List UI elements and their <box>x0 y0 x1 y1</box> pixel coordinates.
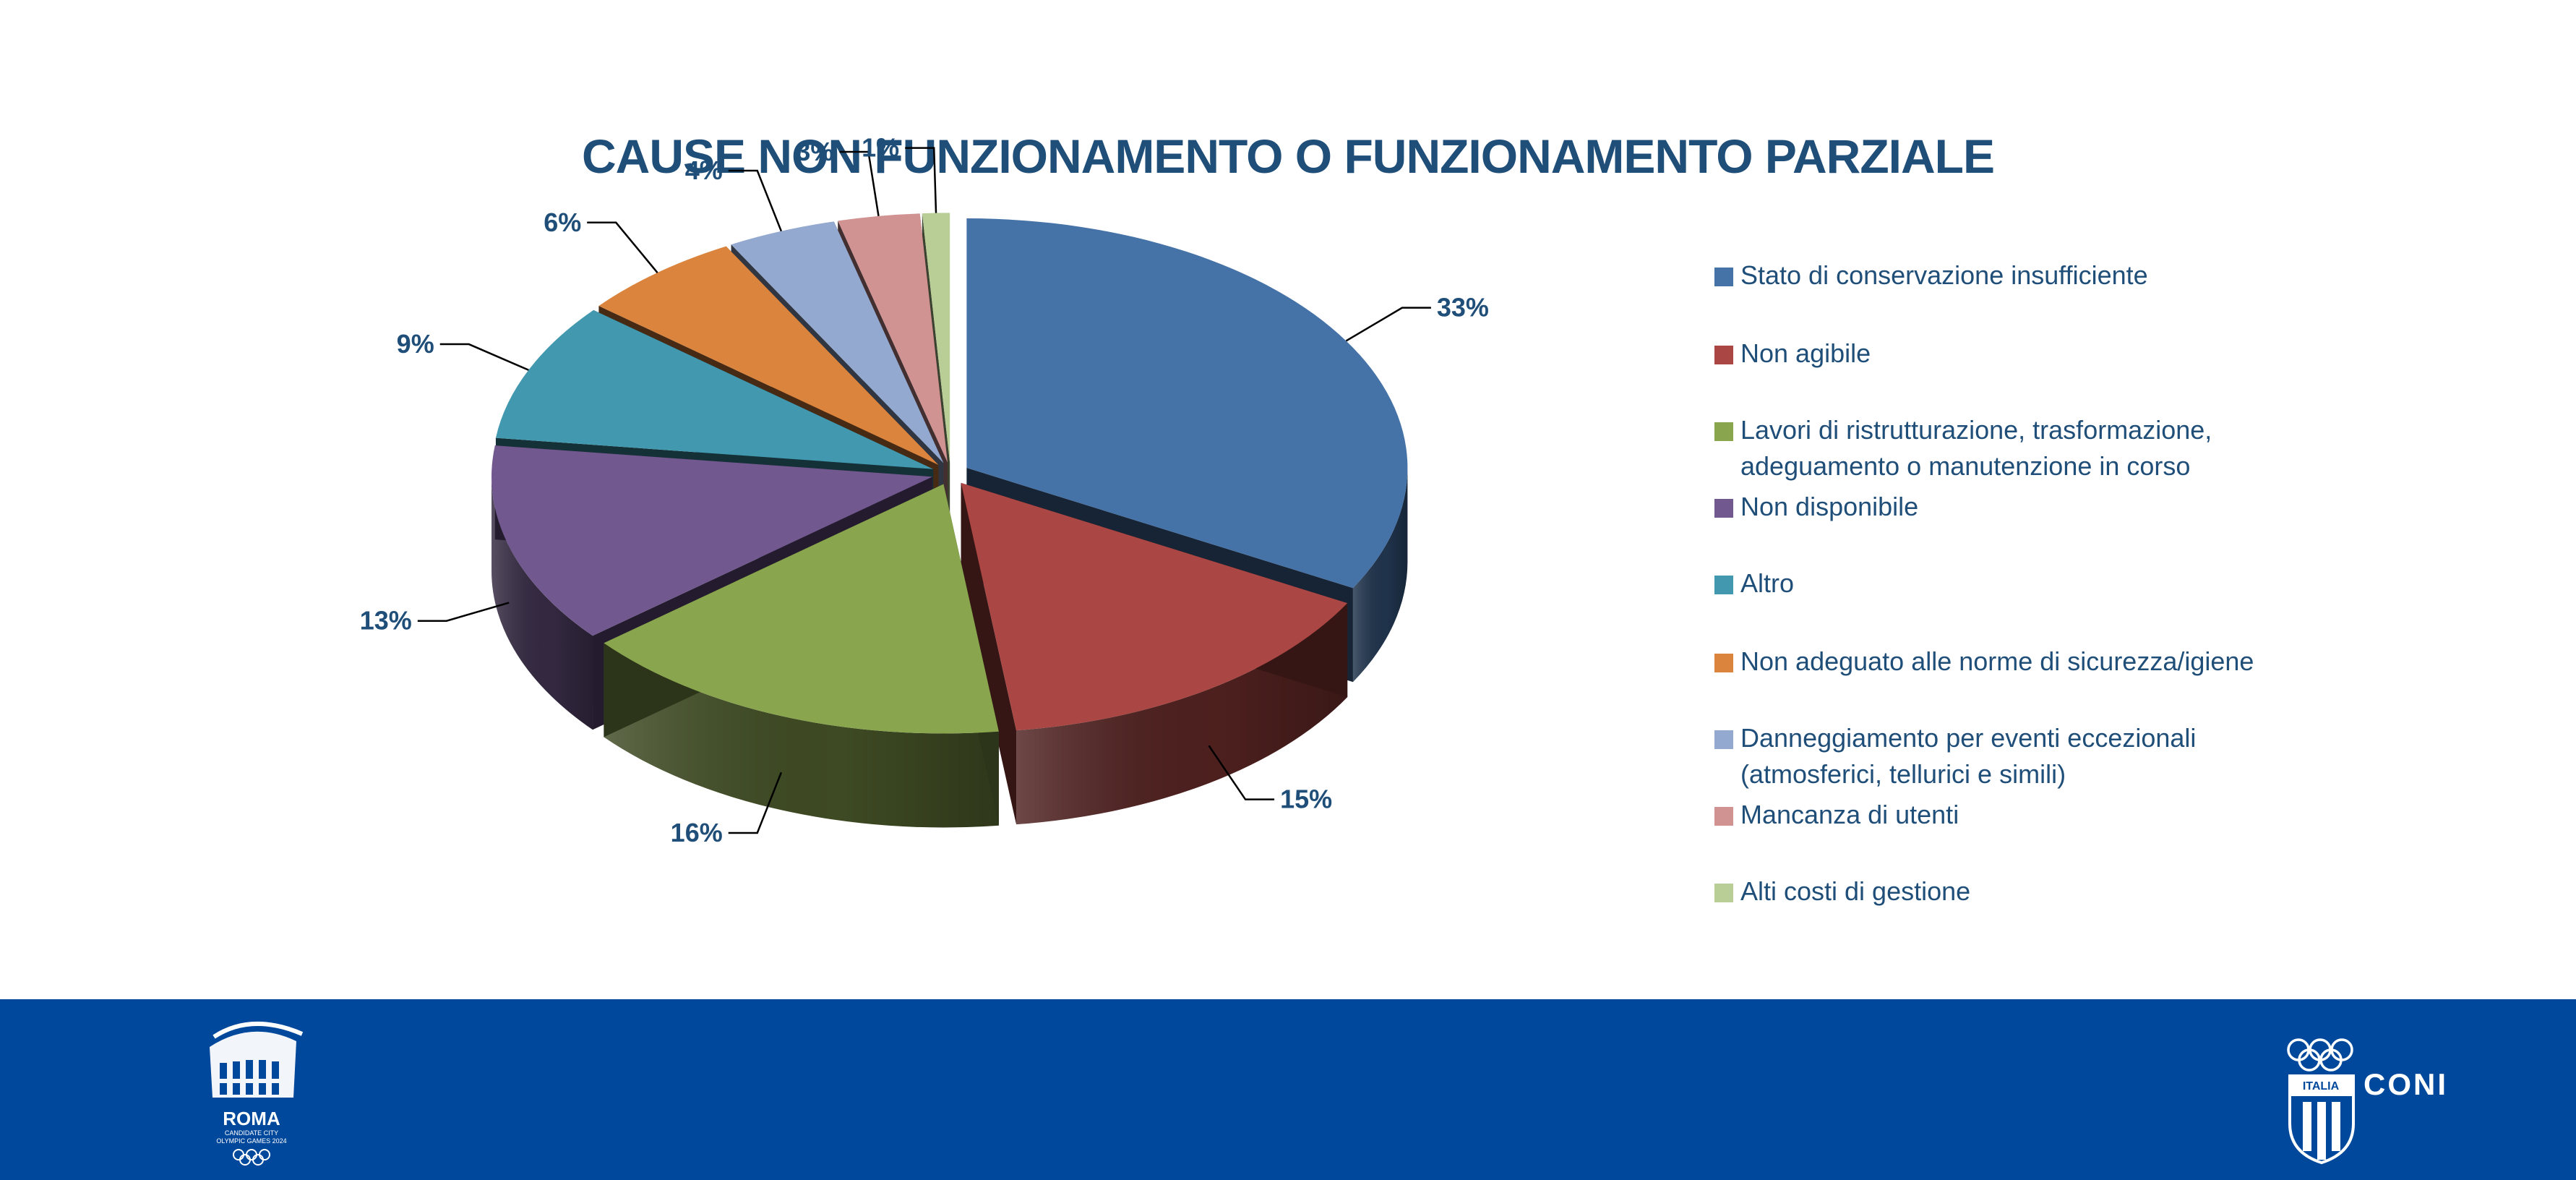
colosseum-icon <box>210 1022 304 1098</box>
legend-label-line: Non adeguato alle norme di sicurezza/igi… <box>1740 646 2254 676</box>
pie-slice-top <box>961 482 1348 731</box>
pie-slice-2 <box>961 482 1348 825</box>
legend-label: Stato di conservazione insufficiente <box>1740 257 2148 294</box>
pie-slice-wall-end <box>961 482 1017 825</box>
footer-bar: ROMA CANDIDATE CITY OLYMPIC GAMES 2024 I… <box>0 999 2576 1180</box>
pie-slice-top <box>495 309 934 469</box>
leader-line <box>587 221 658 273</box>
legend-label: Mancanza di utenti <box>1740 797 1959 833</box>
legend-label: Altro <box>1740 565 1794 602</box>
pie-slice-top <box>838 213 948 463</box>
data-label: 3% <box>796 137 833 166</box>
roma-subtitle: CANDIDATE CITY OLYMPIC GAMES 2024 <box>194 1129 309 1145</box>
legend-label: Alti costi di gestione <box>1740 873 1970 910</box>
coni-text: CONI <box>2364 1067 2448 1101</box>
pie-chart: 33% 15% 16% 13% 9% 6% 4% 3% 1% <box>360 133 1489 847</box>
pie-slice-top <box>604 484 999 734</box>
leader-line <box>839 150 880 217</box>
legend-swatch <box>1714 499 1733 518</box>
leader-line <box>905 147 937 213</box>
leader-line <box>439 343 529 371</box>
coni-logo: ITALIA CONI <box>2284 1037 2472 1167</box>
pie-slice-3 <box>604 484 999 828</box>
legend-swatch <box>1714 422 1733 441</box>
data-label: 13% <box>360 606 412 636</box>
legend-label: Non disponibile <box>1740 489 1918 525</box>
pie-slice-side-shade <box>604 643 999 828</box>
legend-swatch <box>1714 884 1733 902</box>
pie-slice-top <box>491 445 933 636</box>
data-label: 1% <box>862 133 899 163</box>
roma-subtitle-line: CANDIDATE CITY <box>224 1129 279 1137</box>
roma-logo: ROMA CANDIDATE CITY OLYMPIC GAMES 2024 <box>194 1012 309 1166</box>
roma-subtitle-line: OLYMPIC GAMES 2024 <box>216 1137 287 1145</box>
legend-label-line: adeguamento o manutenzione in corso <box>1740 451 2191 481</box>
pie-slice-top <box>731 221 944 463</box>
pie-slice-top <box>966 218 1408 589</box>
pie-slice-side-shade <box>1016 603 1348 825</box>
olympic-rings-icon <box>2287 1038 2353 1072</box>
leader-line <box>728 169 783 232</box>
legend-label-line: Non disponibile <box>1740 492 1919 521</box>
legend-label: Non adeguato alle norme di sicurezza/igi… <box>1740 644 2254 680</box>
shield-icon <box>2288 1074 2355 1165</box>
legend-swatch <box>1714 730 1733 749</box>
leader-line <box>1345 307 1431 342</box>
legend-swatch <box>1714 576 1733 594</box>
leader-line <box>417 602 510 622</box>
legend-label-line: Altro <box>1740 568 1795 598</box>
data-label: 33% <box>1437 293 1489 322</box>
data-label: 4% <box>685 155 723 185</box>
legend-swatch <box>1714 346 1733 364</box>
legend-swatch <box>1714 807 1733 826</box>
legend-swatch <box>1714 654 1733 672</box>
legend-label-line: Mancanza di utenti <box>1740 800 1959 829</box>
legend-label-line: (atmosferici, tellurici e simili) <box>1740 759 2066 789</box>
leader-line <box>1208 745 1275 800</box>
pie-slice-top <box>598 246 939 465</box>
pie-slice-side-shade <box>491 476 593 730</box>
pie-slice-side-shade <box>1352 468 1408 683</box>
legend-label: Lavori di ristrutturazione, trasformazio… <box>1740 412 2212 484</box>
legend-label: Danneggiamento per eventi eccezionali (at… <box>1740 720 2196 792</box>
legend-label-line: Danneggiamento per eventi eccezionali <box>1740 723 2197 753</box>
legend-label-line: Alti costi di gestione <box>1740 876 1971 906</box>
olympic-rings-icon <box>233 1149 270 1166</box>
chart-title: CAUSE NON FUNZIONAMENTO O FUNZIONAMENTO … <box>582 129 1995 183</box>
legend-label-line: Lavori di ristrutturazione, trasformazio… <box>1740 415 2212 445</box>
legend-label-line: Non agibile <box>1740 338 1871 368</box>
legend-label: Non agibile <box>1740 335 1871 372</box>
data-label: 6% <box>544 208 581 237</box>
roma-text: ROMA <box>223 1108 280 1129</box>
data-label: 15% <box>1280 784 1332 814</box>
legend-label-line: Stato di conservazione insufficiente <box>1740 260 2148 290</box>
legend-swatch <box>1714 268 1733 286</box>
italia-badge: ITALIA <box>2302 1080 2340 1093</box>
pie-slice-top <box>922 213 950 463</box>
data-label: 16% <box>671 818 723 847</box>
leader-line <box>728 771 783 834</box>
data-label: 9% <box>397 329 434 359</box>
